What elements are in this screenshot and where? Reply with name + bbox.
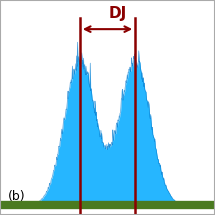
Text: DJ: DJ <box>109 6 127 21</box>
Text: (b): (b) <box>8 190 25 203</box>
